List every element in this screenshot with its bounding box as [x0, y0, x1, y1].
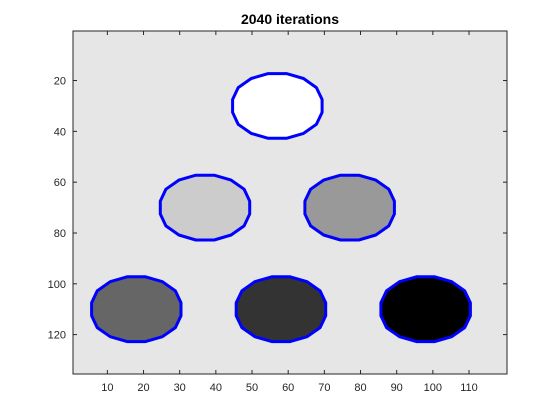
x-tick-label: 10	[101, 382, 113, 394]
y-axis: 20 40 60 80 100 120	[48, 76, 507, 342]
x-tick-label: 30	[174, 382, 186, 394]
x-tick-label: 70	[318, 382, 330, 394]
y-tick-label: 20	[54, 76, 66, 88]
region-6	[379, 275, 472, 344]
x-tick-label: 100	[424, 382, 442, 394]
x-tick-label: 90	[391, 382, 403, 394]
region-3	[303, 173, 396, 242]
y-tick-label: 60	[54, 177, 66, 189]
x-tick-label: 20	[137, 382, 149, 394]
x-tick-label: 50	[246, 382, 258, 394]
region-5	[234, 275, 328, 344]
region-2	[158, 173, 252, 242]
x-tick-label: 110	[460, 382, 478, 394]
regions-layer	[90, 72, 472, 344]
y-tick-label: 40	[54, 126, 66, 138]
chart-title: 2040 iterations	[241, 11, 339, 27]
x-tick-label: 40	[210, 382, 222, 394]
x-tick-label: 60	[282, 382, 294, 394]
x-axis: 10 20 30 40 50 60 70 80 90 100 110	[101, 31, 478, 394]
y-tick-label: 80	[54, 228, 66, 240]
region-1	[231, 72, 324, 140]
region-4	[90, 275, 183, 344]
y-tick-label: 100	[48, 279, 66, 291]
x-tick-label: 80	[354, 382, 366, 394]
y-tick-label: 120	[48, 330, 66, 342]
